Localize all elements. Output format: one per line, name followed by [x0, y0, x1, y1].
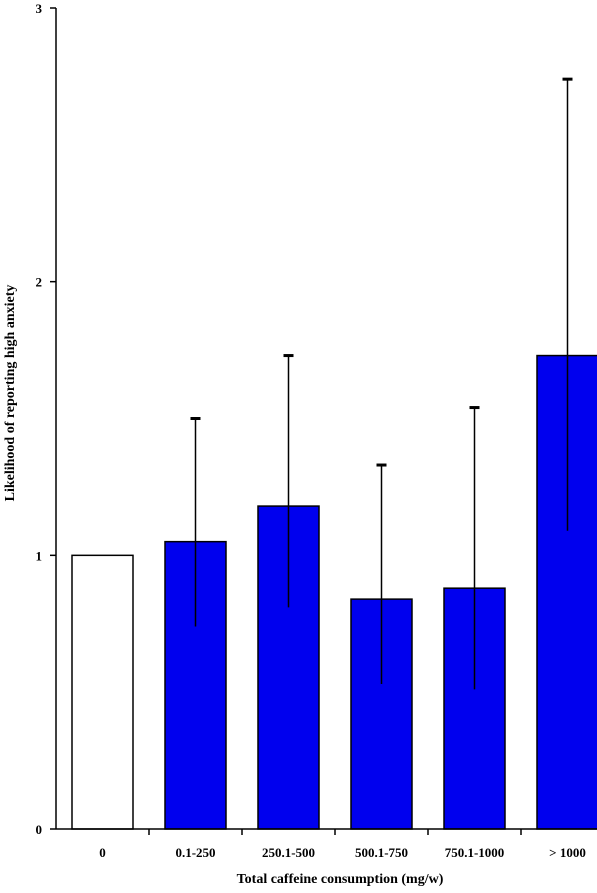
y-tick-label-0: 0	[36, 822, 43, 837]
x-tick-label-3: 500.1-750	[355, 845, 408, 860]
bars-layer	[71, 354, 597, 830]
ticks-layer: 0 1 2 3 0 0.1-250 250.1-500 500.1-750 750.1-1000…	[36, 1, 586, 860]
x-tick-label-0: 0	[99, 845, 106, 860]
x-tick-label-1: 0.1-250	[175, 845, 215, 860]
bar-0	[71, 554, 134, 830]
x-axis-title: Total caffeine consumption (mg/w)	[237, 872, 444, 887]
y-tick-label-2: 2	[36, 275, 43, 290]
y-tick-label-3: 3	[36, 1, 43, 16]
x-tick-label-4: 750.1-1000	[445, 845, 505, 860]
axes-layer	[55, 8, 597, 830]
y-axis-title: Likelihood of reporting high anxiety	[3, 285, 18, 502]
y-tick-label-1: 1	[36, 548, 43, 563]
x-tick-label-2: 250.1-500	[262, 845, 315, 860]
x-tick-label-5: > 1000	[549, 845, 586, 860]
error-bars-layer	[190, 77, 573, 690]
